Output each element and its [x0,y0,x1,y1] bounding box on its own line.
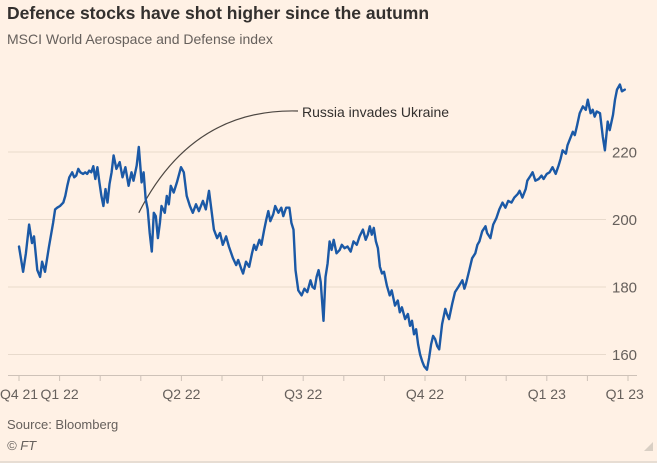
annotation-pointer-line [138,110,299,214]
x-axis-label: Q4 22 [406,386,444,402]
index-series-line [17,83,626,371]
x-axis-label: Q1 22 [41,386,79,402]
x-axis-label: Q1 23 [528,386,566,402]
resize-handle-icon[interactable] [644,442,653,451]
x-axis-label: Q2 22 [162,386,200,402]
y-axis-label: 220 [612,145,637,162]
x-axis-label: Q1 23 [606,386,644,402]
annotation-label: Russia invades Ukraine [302,104,450,120]
chart-subtitle: MSCI World Aerospace and Defense index [7,31,273,47]
ft-copyright-text: © FT [7,438,37,453]
x-axis-label: Q4 21 [0,386,38,402]
chart-title: Defence stocks have shot higher since th… [7,3,430,23]
source-text: Source: Bloomberg [7,417,119,432]
y-axis-label: 180 [612,280,637,297]
y-axis-label: 160 [612,347,637,364]
x-axis-label: Q3 22 [284,386,322,402]
y-axis-label: 200 [612,212,637,229]
